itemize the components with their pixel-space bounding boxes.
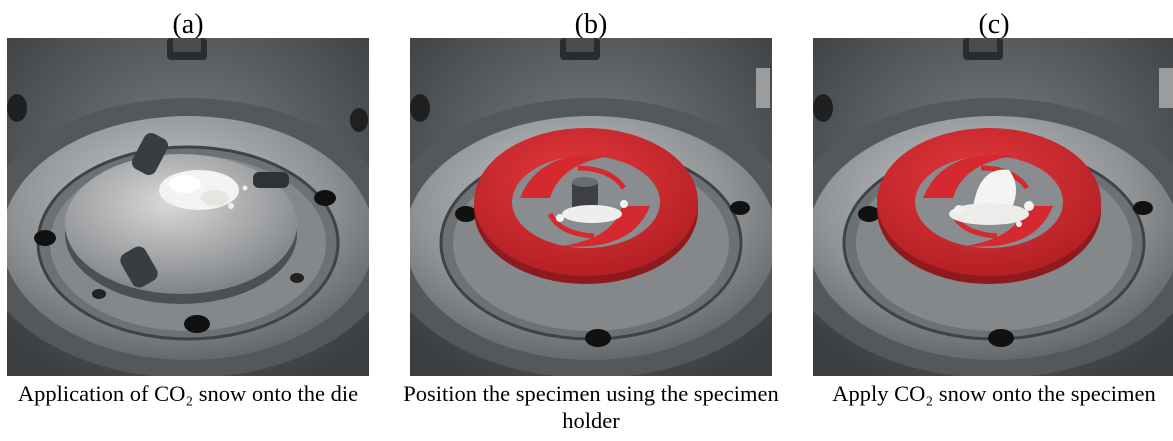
- panel-label: (c): [978, 9, 1010, 40]
- photo-co2-snow-on-specimen: [813, 38, 1173, 376]
- panel-caption: Application of CO₂ snow onto the die: [17, 381, 359, 406]
- photo-die-with-co2-snow: [7, 38, 369, 376]
- panel-label: (a): [172, 9, 204, 40]
- panel-a: (a): [7, 0, 369, 441]
- panel-caption: Apply CO₂ snow onto the specimen: [832, 381, 1156, 406]
- panel-label: (b): [574, 9, 608, 40]
- panel-b: (b): [403, 0, 779, 441]
- panel-caption: Position the specimen using the specimen…: [403, 381, 779, 433]
- photo-specimen-holder-positioned: [410, 38, 772, 376]
- panel-c: (c): [813, 0, 1173, 441]
